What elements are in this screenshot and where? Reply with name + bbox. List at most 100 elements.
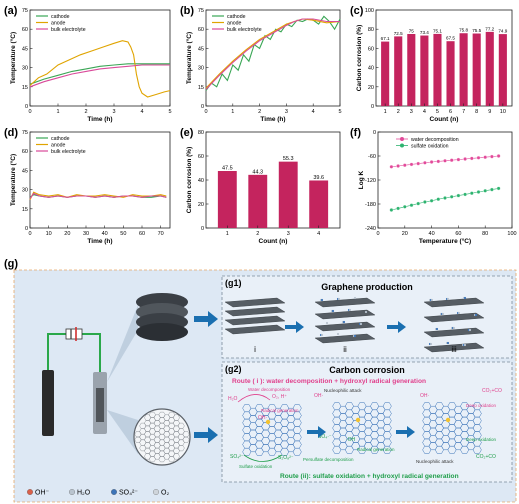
x-axis-label: Time (h) (87, 116, 112, 123)
y-tick-label: 15 (22, 85, 28, 91)
panel-label-d: (d) (4, 127, 18, 139)
route-2-curve (243, 454, 283, 462)
bar-value-label: 39.6 (313, 175, 324, 181)
power-supply-icon (65, 328, 83, 340)
data-point (490, 154, 494, 159)
hex-cell (168, 456, 176, 463)
x-tick-label: 100 (507, 231, 516, 237)
graphene-sheet-icon (133, 408, 191, 466)
data-point (490, 187, 494, 192)
bar-value-label: 75 (409, 29, 415, 34)
ann-deep-ox-2: Deep oxidation (466, 437, 497, 442)
g2-frame (221, 361, 513, 483)
y-tick-label: 0 (201, 104, 204, 110)
y-tick-label: 45 (198, 46, 204, 52)
data-point (463, 157, 467, 161)
legend-marker (400, 137, 404, 141)
ann-sulfate-ox: Sulfate oxidation (239, 464, 273, 469)
carbon-ring (447, 445, 457, 454)
species-legend: OH⁻ H₂O SO₄²⁻ O₂ (27, 489, 169, 497)
x-tick-label: 1 (384, 109, 387, 115)
x-tick-label: 8 (475, 109, 478, 115)
reaction-site (445, 417, 451, 423)
y-tick-label: 15 (22, 207, 28, 213)
ann-oh-4: ·OH (346, 437, 356, 443)
y-tick-label: 60 (198, 154, 204, 160)
legend-species-label: OH⁻ (35, 490, 50, 497)
legend-species-marker (69, 489, 75, 495)
data-point (389, 164, 394, 169)
ann-oh-3: OH· (420, 393, 430, 399)
legend-species-marker (27, 489, 33, 495)
legend-species-marker (153, 489, 159, 495)
bar-value-label: 67.1 (381, 36, 390, 41)
graphene-layer (423, 297, 485, 308)
data-point (389, 208, 394, 212)
legend-species-label: O₂ (161, 490, 169, 497)
intercalated-ion (348, 308, 352, 312)
carbon-ring (267, 447, 277, 456)
bar-value-label: 47.5 (222, 166, 233, 172)
g1-step-ii: ii (343, 345, 347, 354)
anode-graphite (96, 388, 104, 422)
schematic-panel: (g1) Graphene production i ii iii (g2) C… (13, 269, 517, 503)
x-tick-label: 3 (285, 109, 288, 115)
bar-value-label: 75.5 (472, 28, 481, 33)
bar (459, 33, 468, 107)
data-point (483, 188, 488, 193)
data-point (416, 201, 421, 206)
intercalated-ion (353, 334, 357, 338)
arrow-to-g1 (194, 311, 218, 327)
x-axis-label: Temperature (°C) (419, 237, 471, 245)
y-tick-label: -120 (365, 178, 376, 184)
legend-label: sulfate oxidation (411, 144, 449, 150)
legend-label: cathode (227, 14, 246, 20)
legend-species-marker (111, 489, 117, 495)
bar (278, 161, 298, 228)
bar (248, 174, 268, 228)
data-point (496, 154, 501, 158)
intercalated-ion (446, 341, 450, 345)
panel-label-f: (f) (350, 127, 361, 139)
data-point (449, 158, 454, 163)
x-tick-label: 70 (158, 231, 164, 237)
graphene-layer (224, 297, 286, 308)
carbon-ring (460, 445, 470, 454)
intercalated-ion (325, 321, 329, 325)
bar-value-label: 72.5 (394, 31, 403, 36)
x-tick-label: 40 (102, 231, 108, 237)
panel-label-c: (c) (350, 5, 364, 17)
y-tick-label: 45 (22, 46, 28, 52)
y-tick-label: 75 (22, 8, 28, 14)
series-line (29, 192, 167, 199)
chart-d: 0 15 30 45 60 75 0 10 20 30 40 50 60 70 Time (h) Temper… (9, 130, 171, 245)
carbon-ring (370, 445, 380, 454)
legend-label: water decomposition (411, 137, 459, 143)
graphene-circle (133, 408, 191, 466)
bar (485, 31, 494, 106)
intercalated-ion (452, 326, 456, 330)
g2-label: (g2) (225, 364, 242, 374)
x-tick-label: 9 (488, 109, 491, 115)
graphene-layer (224, 324, 286, 335)
ann-co2co-1: CO₂+CO (482, 388, 502, 394)
data-point (423, 200, 427, 204)
carbon-ring (357, 445, 367, 454)
g2-carbon-lattices (242, 402, 482, 456)
y-tick-label: 75 (22, 130, 28, 136)
panel-label-a: (a) (4, 5, 18, 17)
bar-value-label: 75.1 (433, 28, 442, 33)
g1-step-iii: iii (451, 345, 457, 354)
x-tick-label: 5 (338, 109, 341, 115)
route-1-curve (237, 394, 271, 403)
intercalated-ion (435, 327, 439, 331)
x-tick-label: 3 (112, 109, 115, 115)
g1-arrow-1 (285, 321, 304, 333)
graphene-layer (314, 309, 376, 320)
carbon-ring (242, 447, 252, 456)
x-tick-label: 0 (28, 109, 31, 115)
g1-graphene-stacks (224, 296, 485, 353)
x-tick-label: 20 (402, 231, 408, 237)
